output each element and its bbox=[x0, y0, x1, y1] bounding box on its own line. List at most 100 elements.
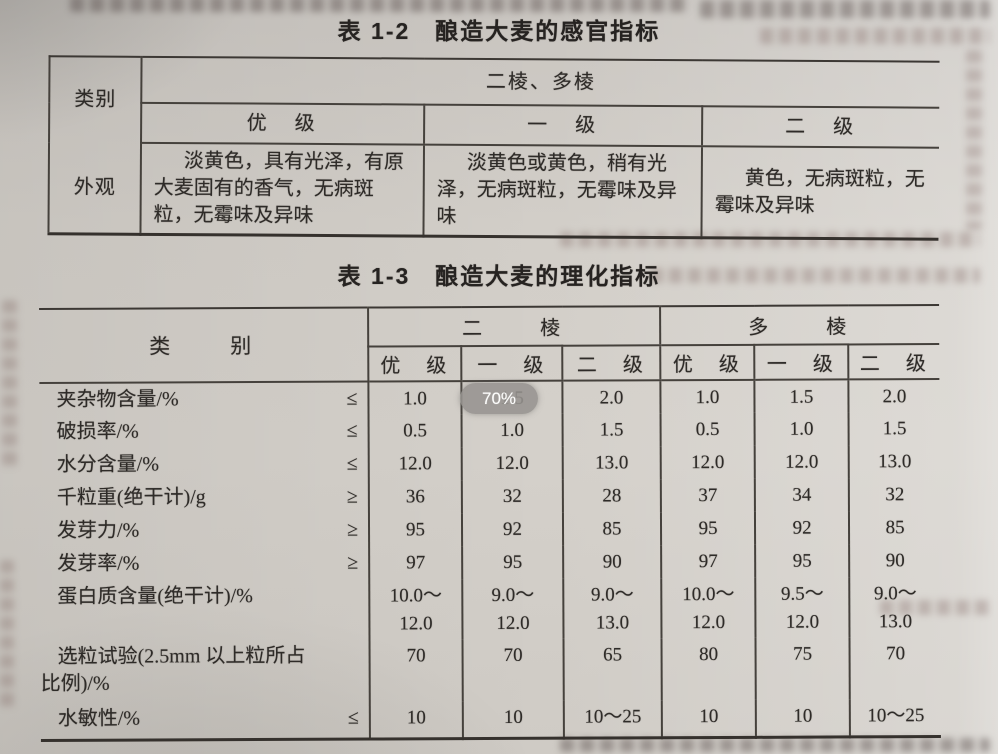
row-type-group-header: 二棱、多棱 bbox=[141, 56, 940, 108]
value-cell: 37 bbox=[660, 478, 755, 513]
table-row: 千粒重(绝干计)/g ≥ 36 32 28 37 34 32 bbox=[40, 478, 940, 515]
bleed-through-artifact bbox=[700, 0, 990, 18]
grade-header-first: 一 级 bbox=[424, 104, 703, 147]
value-cell: 2.0 bbox=[848, 379, 940, 413]
table-row: 水敏性/% ≤ 10 10 10～25 10 10 10～25 bbox=[41, 699, 941, 740]
value-cell: 32 bbox=[461, 479, 563, 514]
value-cell: 10～25 bbox=[563, 700, 662, 738]
physicochemical-indicators-table: 类 别 二 棱 多 棱 优 级 一 级 二 级 优 级 一 级 二 级 夹杂物含… bbox=[39, 304, 941, 742]
bleed-through-artifact bbox=[650, 268, 980, 283]
value-cell: 80 bbox=[661, 637, 756, 701]
value-cell: 1.0 bbox=[368, 381, 462, 415]
comparison-operator: ≤ bbox=[346, 452, 358, 475]
comparison-operator: ≥ bbox=[347, 551, 359, 574]
appearance-second-cell: 黄色，无病斑粒，无霉味及异味 bbox=[701, 146, 940, 240]
value-cell: 34 bbox=[754, 478, 849, 512]
group-header-multi-row: 多 棱 bbox=[660, 305, 940, 346]
appearance-first-cell: 淡黄色或黄色，稍有光泽，无病斑粒，无霉味及异味 bbox=[423, 144, 703, 238]
value-cell: 10.0～ 12.0 bbox=[661, 577, 756, 639]
value-cell: 85 bbox=[562, 512, 662, 546]
value-cell: 97 bbox=[369, 546, 463, 580]
value-cell: 9.5～ 12.0 bbox=[755, 577, 850, 638]
table-row: 发芽力/% ≥ 95 92 85 95 92 85 bbox=[40, 511, 941, 548]
bleed-through-artifact bbox=[2, 300, 17, 470]
grade-header-second: 二 级 bbox=[702, 106, 940, 148]
value-cell: 9.0～ 12.0 bbox=[462, 578, 564, 640]
group-header-two-row: 二 棱 bbox=[368, 306, 661, 347]
value-cell: 12.0 bbox=[660, 445, 755, 480]
value-cell: 28 bbox=[562, 479, 661, 513]
value-cell: 9.0～ 13.0 bbox=[563, 578, 662, 639]
grade-header: 优 级 bbox=[660, 344, 755, 381]
table-row: 蛋白质含量(绝干计)/% 10.0～ 12.0 9.0～ 12.0 9.0～ 1… bbox=[40, 577, 941, 641]
value-cell: 92 bbox=[754, 511, 850, 545]
value-cell: 10.0～ 12.0 bbox=[369, 579, 463, 640]
value-cell: 85 bbox=[848, 511, 941, 545]
value-cell: 2.0 bbox=[562, 380, 661, 414]
row-label: 水分含量/% bbox=[56, 453, 160, 476]
value-cell: 12.0 bbox=[754, 445, 849, 479]
bleed-through-artifact bbox=[760, 28, 990, 44]
value-cell: 1.5 bbox=[754, 379, 849, 413]
value-cell: 10 bbox=[369, 701, 463, 739]
value-cell: 1.0 bbox=[660, 379, 755, 414]
row-label-appearance: 外观 bbox=[73, 175, 116, 199]
row-label: 发芽力/% bbox=[56, 519, 140, 542]
bleed-through-artifact bbox=[880, 600, 990, 615]
grade-header: 优 级 bbox=[368, 346, 462, 382]
row-label: 水敏性/% bbox=[57, 707, 141, 730]
grade-header-premium: 优 级 bbox=[141, 102, 425, 145]
grade-header: 二 级 bbox=[562, 345, 661, 381]
value-cell: 90 bbox=[849, 544, 941, 578]
value-cell: 13.0 bbox=[562, 446, 661, 480]
value-cell: 90 bbox=[563, 545, 662, 579]
grade-header: 二 级 bbox=[848, 344, 940, 380]
bleed-through-artifact bbox=[966, 50, 982, 230]
category-header-cell: 类 别 bbox=[39, 307, 369, 383]
row-label: 选粒试验(2.5mm 以上粒所占 比例)/% bbox=[40, 644, 306, 695]
sensory-indicators-table: 类别 二棱、多棱 优 级 一 级 二 级 外观 淡黄色，具有光泽，有原大麦固有的… bbox=[47, 55, 940, 241]
zoom-level-badge: 70% bbox=[460, 383, 538, 414]
comparison-operator: ≤ bbox=[346, 419, 358, 442]
value-cell: 70 bbox=[369, 639, 463, 702]
row-label: 发芽率/% bbox=[57, 552, 140, 575]
value-cell: 75 bbox=[755, 637, 850, 700]
value-cell: 13.0 bbox=[848, 445, 940, 479]
value-cell: 12.0 bbox=[368, 447, 462, 481]
value-cell: 0.5 bbox=[368, 414, 462, 448]
bleed-through-artifact bbox=[0, 560, 14, 710]
row-label: 破损率/% bbox=[56, 420, 139, 443]
value-cell: 95 bbox=[462, 545, 564, 580]
value-cell: 65 bbox=[563, 638, 662, 701]
value-cell: 1.5 bbox=[848, 412, 940, 446]
value-cell: 95 bbox=[368, 513, 463, 547]
value-cell: 70 bbox=[462, 638, 564, 702]
value-cell: 70 bbox=[849, 637, 941, 700]
value-cell: 36 bbox=[368, 480, 462, 514]
table-row: 破损率/% ≤ 0.5 1.0 1.5 0.5 1.0 1.5 bbox=[40, 412, 940, 449]
value-cell: 10～25 bbox=[849, 699, 941, 737]
row-label: 蛋白质含量(绝干计)/% bbox=[57, 585, 253, 608]
value-cell: 95 bbox=[660, 511, 756, 546]
table-1-2-title: 表 1-2 酿造大麦的感官指标 bbox=[337, 18, 661, 44]
value-cell: 1.0 bbox=[754, 412, 849, 446]
value-cell: 0.5 bbox=[660, 412, 755, 447]
appearance-premium-cell: 淡黄色，具有光泽，有原大麦固有的香气，无病斑粒，无霉味及异味 bbox=[140, 142, 425, 237]
value-cell: 32 bbox=[848, 478, 940, 512]
grade-header: 一 级 bbox=[754, 344, 849, 380]
grade-header: 一 级 bbox=[461, 345, 563, 382]
value-cell: 1.0 bbox=[461, 413, 563, 448]
bleed-through-artifact bbox=[70, 0, 690, 12]
value-cell: 10 bbox=[462, 700, 564, 739]
bleed-through-artifact bbox=[560, 738, 990, 752]
value-cell: 1.5 bbox=[562, 413, 661, 447]
comparison-operator: ≤ bbox=[347, 706, 359, 729]
value-cell: 10 bbox=[661, 699, 756, 738]
row-label: 夹杂物含量/% bbox=[56, 388, 179, 411]
comparison-operator: ≥ bbox=[346, 485, 358, 508]
table-row: 发芽率/% ≥ 97 95 90 97 95 90 bbox=[40, 544, 941, 581]
category-header-cell: 类别 bbox=[74, 88, 117, 111]
value-cell: 97 bbox=[661, 544, 756, 579]
comparison-operator: ≥ bbox=[346, 518, 359, 541]
